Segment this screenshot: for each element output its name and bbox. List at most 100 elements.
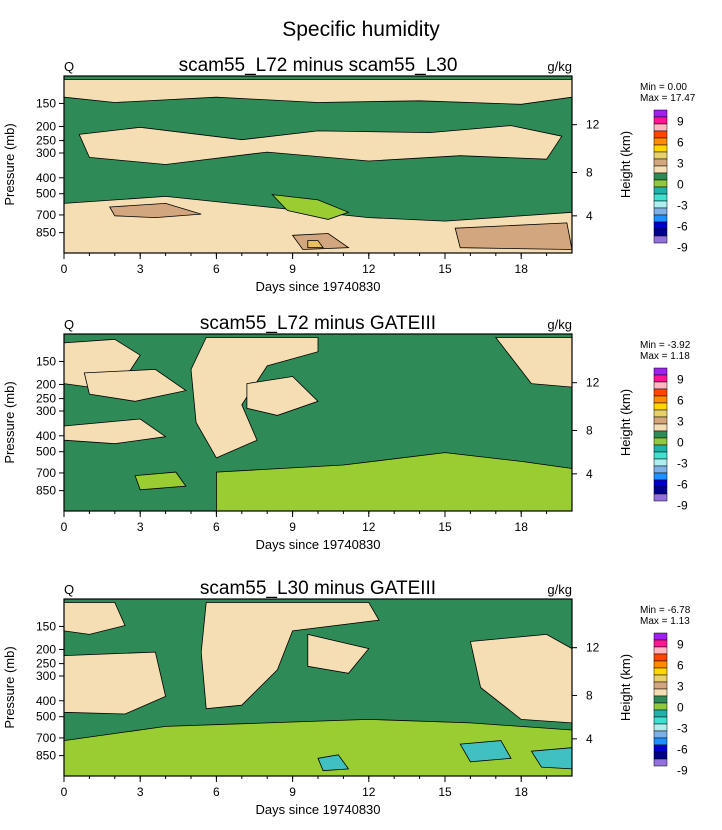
contour-region: [64, 651, 167, 715]
contour-region: [530, 747, 572, 770]
colorbar-box: [653, 667, 668, 676]
panel-left-label: Q: [64, 582, 74, 597]
panel-left-label: Q: [64, 317, 74, 332]
colorbar-box: [653, 367, 668, 376]
y2-tick-label: 8: [586, 165, 593, 179]
x-tick-label: 3: [137, 262, 144, 276]
x-axis-label: Days since 19740830: [255, 537, 380, 552]
colorbar-box: [653, 653, 668, 662]
contour-region: [494, 337, 572, 388]
colorbar-box: [653, 444, 668, 453]
colorbar-box: [653, 479, 668, 488]
y-tick-label: 700: [36, 731, 56, 745]
y-tick-label: 200: [36, 377, 56, 391]
y2-tick-label: 4: [586, 209, 593, 223]
contour-region: [64, 418, 167, 445]
colorbar-box: [653, 695, 668, 704]
x-tick-label: 3: [137, 785, 144, 799]
panel-units: g/kg: [547, 582, 572, 597]
colorbar-label: 9: [677, 373, 684, 387]
x-tick-label: 12: [362, 520, 376, 534]
colorbar-label: 3: [677, 157, 684, 171]
colorbar-label: -6: [677, 220, 688, 234]
colorbar-box: [653, 681, 668, 690]
y-tick-label: 250: [36, 657, 56, 671]
colorbar-box: [653, 109, 668, 118]
colorbar-box: [653, 632, 668, 641]
colorbar-box: [653, 423, 668, 432]
y2-axis-label: Height (km): [618, 131, 633, 198]
contour-region: [200, 602, 380, 710]
colorbar-box: [653, 472, 668, 481]
x-tick-label: 12: [362, 785, 376, 799]
colorbar-box: [653, 458, 668, 467]
contour-region: [109, 202, 202, 219]
colorbar-label: -6: [677, 478, 688, 492]
colorbar-box: [653, 744, 668, 753]
y-axis-label: Pressure (mb): [2, 381, 17, 463]
colorbar-label: 9: [677, 115, 684, 129]
panel-units: g/kg: [547, 317, 572, 332]
x-axis-label: Days since 19740830: [255, 802, 380, 817]
x-tick-label: 3: [137, 520, 144, 534]
colorbar-box: [653, 116, 668, 125]
contour-region: [246, 376, 319, 416]
colorbar-label: 9: [677, 638, 684, 652]
contour-region: [215, 452, 572, 511]
colorbar-box: [653, 751, 668, 760]
colorbar-box: [653, 758, 668, 767]
min-label: Min = -3.92: [640, 340, 691, 351]
contour-region: [454, 222, 572, 250]
x-tick-label: 18: [515, 785, 529, 799]
colorbar-box: [653, 730, 668, 739]
colorbar-box: [653, 179, 668, 188]
x-tick-label: 12: [362, 262, 376, 276]
colorbar-box: [653, 639, 668, 648]
y-tick-label: 300: [36, 669, 56, 683]
colorbar-box: [653, 674, 668, 683]
colorbar-label: -3: [677, 457, 688, 471]
y-tick-label: 700: [36, 208, 56, 222]
contour-region: [271, 194, 350, 220]
colorbar-box: [653, 709, 668, 718]
colorbar-label: 0: [677, 701, 684, 715]
colorbar-box: [653, 409, 668, 418]
y-axis-label: Pressure (mb): [2, 646, 17, 728]
colorbar-box: [653, 737, 668, 746]
max-label: Max = 1.13: [640, 616, 690, 627]
y-tick-label: 500: [36, 187, 56, 201]
y-tick-label: 850: [36, 484, 56, 498]
x-tick-label: 9: [289, 520, 296, 534]
colorbar-box: [653, 381, 668, 390]
colorbar-box: [653, 486, 668, 495]
figure-title: Specific humidity: [282, 18, 440, 41]
colorbar-box: [653, 493, 668, 502]
y-tick-label: 200: [36, 119, 56, 133]
y2-tick-label: 12: [586, 376, 600, 390]
y-tick-label: 400: [36, 429, 56, 443]
y-tick-label: 150: [36, 354, 56, 368]
y2-tick-label: 4: [586, 467, 593, 481]
contour-region: [64, 718, 572, 776]
contour-region: [459, 740, 512, 763]
contour-region: [291, 233, 350, 250]
x-tick-label: 6: [213, 785, 220, 799]
colorbar-box: [653, 416, 668, 425]
colorbar-box: [653, 228, 668, 237]
contour-regions: [64, 79, 572, 253]
colorbar-box: [653, 451, 668, 460]
colorbar-box: [653, 137, 668, 146]
contour-region: [307, 240, 324, 249]
contour-region: [190, 337, 319, 459]
contour-region: [78, 125, 563, 165]
y-tick-label: 250: [36, 392, 56, 406]
y2-tick-label: 8: [586, 688, 593, 702]
contour-regions: [64, 337, 572, 511]
colorbar-label: -3: [677, 199, 688, 213]
y-tick-label: 700: [36, 466, 56, 480]
contour-region: [64, 602, 126, 635]
y-tick-label: 850: [36, 226, 56, 240]
y-tick-label: 250: [36, 134, 56, 148]
y2-tick-label: 8: [586, 423, 593, 437]
